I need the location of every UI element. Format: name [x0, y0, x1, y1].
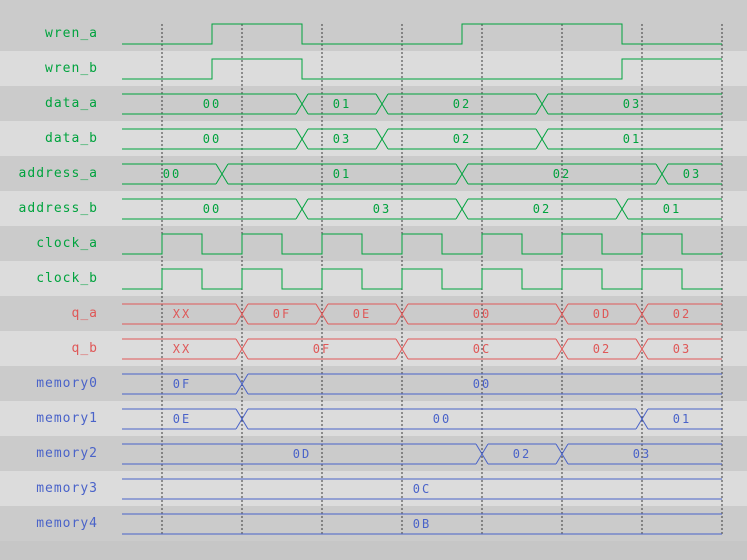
- row-stripe-clock_a: [0, 226, 747, 261]
- bus-value-label: 02: [453, 132, 471, 146]
- bus-value-label: XX: [173, 342, 191, 356]
- signal-wave-memory4[interactable]: 0B: [122, 513, 722, 535]
- signal-name-wren_a[interactable]: wren_a: [45, 26, 98, 41]
- signal-wave-q_a[interactable]: XX 0F 0E 00 0D 02: [122, 303, 722, 325]
- signal-name-wren_b[interactable]: wren_b: [45, 61, 98, 76]
- row-stripe-q_a: [0, 296, 747, 331]
- bus-value-label: 03: [623, 97, 641, 111]
- row-stripe-data_a: [0, 86, 747, 121]
- signal-wave-wren_b[interactable]: [122, 58, 722, 80]
- bus-value-label: 0E: [173, 412, 191, 426]
- bus-value-label: 00: [163, 167, 181, 181]
- bus-value-label: 00: [473, 377, 491, 391]
- bus-value-label: 02: [673, 307, 691, 321]
- bus-value-label: 0C: [413, 482, 431, 496]
- signal-wave-memory2[interactable]: 0D 02 03: [122, 443, 722, 465]
- bus-value-label: 0B: [413, 517, 431, 531]
- bus-value-label: 01: [673, 412, 691, 426]
- signal-wave-memory0[interactable]: 0F 00: [122, 373, 722, 395]
- bus-value-label: 03: [673, 342, 691, 356]
- signal-wave-data_b[interactable]: 00 03 02 01: [122, 128, 722, 150]
- row-stripe-address_a: [0, 156, 747, 191]
- row-stripe-memory3: [0, 471, 747, 506]
- signal-name-clock_a[interactable]: clock_a: [36, 236, 98, 251]
- bus-value-label: 01: [623, 132, 641, 146]
- signal-name-memory0[interactable]: memory0: [36, 376, 98, 391]
- bus-value-label: 02: [553, 167, 571, 181]
- signal-wave-data_a[interactable]: 00 01 02 03: [122, 93, 722, 115]
- signal-name-data_b[interactable]: data_b: [45, 131, 98, 146]
- bus-value-label: 00: [203, 202, 221, 216]
- row-stripe-clock_b: [0, 261, 747, 296]
- bus-value-label: 03: [683, 167, 701, 181]
- signal-name-memory4[interactable]: memory4: [36, 516, 98, 531]
- bus-value-label: XX: [173, 307, 191, 321]
- bus-value-label: 03: [633, 447, 651, 461]
- signal-wave-memory1[interactable]: 0E 00 01: [122, 408, 722, 430]
- signal-name-memory3[interactable]: memory3: [36, 481, 98, 496]
- signal-wave-q_b[interactable]: XX 0F 0C 02 03: [122, 338, 722, 360]
- bus-value-label: 03: [333, 132, 351, 146]
- signal-name-q_a[interactable]: q_a: [71, 306, 98, 321]
- signal-name-q_b[interactable]: q_b: [71, 341, 98, 356]
- signal-wave-clock_b[interactable]: [122, 268, 722, 290]
- bus-value-label: 00: [203, 132, 221, 146]
- bus-value-label: 02: [533, 202, 551, 216]
- signal-wave-address_b[interactable]: 00 03 02 01: [122, 198, 722, 220]
- bus-value-label: 01: [333, 97, 351, 111]
- bus-value-label: 0C: [473, 342, 491, 356]
- signal-wave-wren_a[interactable]: [122, 23, 722, 45]
- bus-value-label: 00: [203, 97, 221, 111]
- signal-name-address_a[interactable]: address_a: [18, 166, 98, 181]
- bus-value-label: 00: [433, 412, 451, 426]
- bus-value-label: 00: [473, 307, 491, 321]
- signal-name-memory2[interactable]: memory2: [36, 446, 98, 461]
- signal-name-address_b[interactable]: address_b: [18, 201, 98, 216]
- signal-name-clock_b[interactable]: clock_b: [36, 271, 98, 286]
- top-strip: [0, 0, 747, 16]
- bus-value-label: 0D: [293, 447, 311, 461]
- signal-name-memory1[interactable]: memory1: [36, 411, 98, 426]
- bus-value-label: 0D: [593, 307, 611, 321]
- signal-wave-clock_a[interactable]: [122, 233, 722, 255]
- bus-value-label: 0F: [173, 377, 191, 391]
- bus-value-label: 02: [453, 97, 471, 111]
- row-stripe-q_b: [0, 331, 747, 366]
- bus-value-label: 0F: [273, 307, 291, 321]
- row-stripe-memory0: [0, 366, 747, 401]
- row-stripe-memory1: [0, 401, 747, 436]
- bus-value-label: 03: [373, 202, 391, 216]
- row-stripe-data_b: [0, 121, 747, 156]
- bus-value-label: 02: [513, 447, 531, 461]
- signal-name-data_a[interactable]: data_a: [45, 96, 98, 111]
- bus-value-label: 0F: [313, 342, 331, 356]
- bus-value-label: 0E: [353, 307, 371, 321]
- bus-value-label: 01: [663, 202, 681, 216]
- row-stripe-memory4: [0, 506, 747, 541]
- signal-wave-address_a[interactable]: 00 01 02 03: [122, 163, 722, 185]
- bus-value-label: 02: [593, 342, 611, 356]
- row-stripe-memory2: [0, 436, 747, 471]
- signal-wave-memory3[interactable]: 0C: [122, 478, 722, 500]
- bus-value-label: 01: [333, 167, 351, 181]
